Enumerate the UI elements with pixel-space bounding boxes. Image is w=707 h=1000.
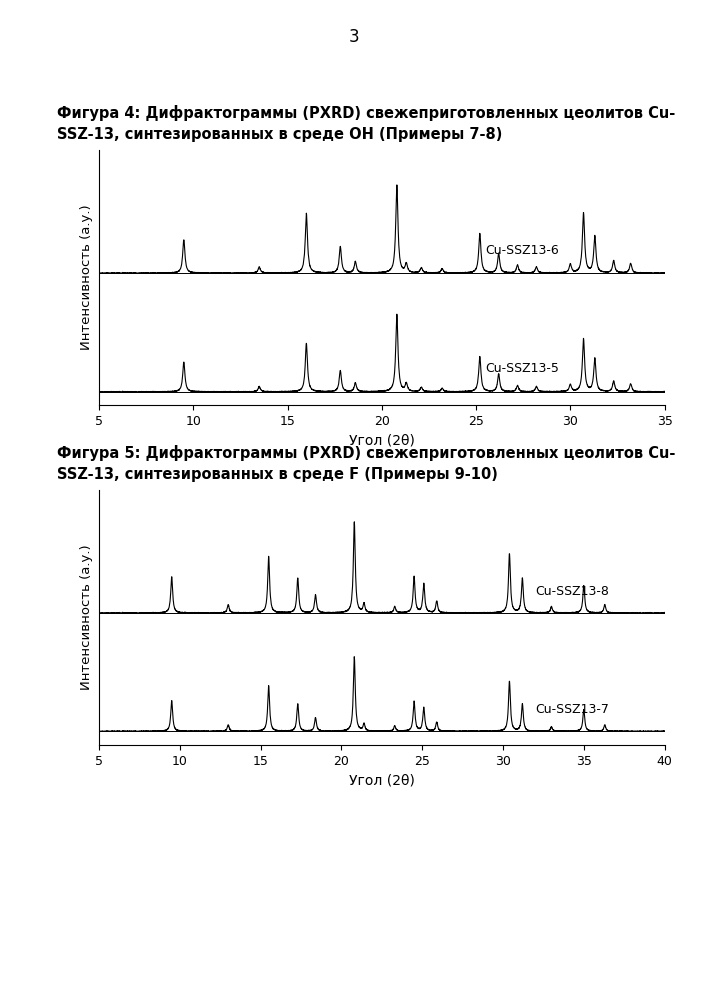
Text: 3: 3 bbox=[348, 28, 359, 46]
Y-axis label: Интенсивность (а.у.): Интенсивность (а.у.) bbox=[81, 205, 93, 350]
Text: Фигура 4: Дифрактограммы (PXRD) свежеприготовленных цеолитов Cu-: Фигура 4: Дифрактограммы (PXRD) свежепри… bbox=[57, 105, 674, 121]
Text: SSZ-13, синтезированных в среде ОН (Примеры 7-8): SSZ-13, синтезированных в среде ОН (Прим… bbox=[57, 127, 502, 142]
Text: SSZ-13, синтезированных в среде F (Примеры 9-10): SSZ-13, синтезированных в среде F (Приме… bbox=[57, 467, 498, 482]
Text: Фигура 5: Дифрактограммы (PXRD) свежеприготовленных цеолитов Cu-: Фигура 5: Дифрактограммы (PXRD) свежепри… bbox=[57, 445, 675, 461]
X-axis label: Угол (2θ): Угол (2θ) bbox=[349, 433, 415, 447]
Text: Cu-SSZ13-7: Cu-SSZ13-7 bbox=[535, 703, 609, 716]
Text: Cu-SSZ13-8: Cu-SSZ13-8 bbox=[535, 585, 609, 598]
Y-axis label: Интенсивность (а.у.): Интенсивность (а.у.) bbox=[81, 545, 93, 690]
Text: Cu-SSZ13-6: Cu-SSZ13-6 bbox=[486, 244, 559, 257]
X-axis label: Угол (2θ): Угол (2θ) bbox=[349, 773, 415, 787]
Text: Cu-SSZ13-5: Cu-SSZ13-5 bbox=[486, 362, 559, 375]
